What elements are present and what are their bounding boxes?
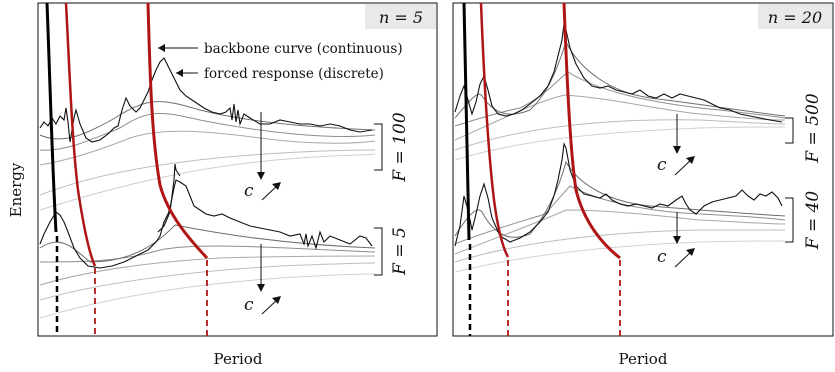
c-diag-arrow-bottom [261,298,279,315]
grey-curve [39,101,376,140]
c-arrowhead-top [257,172,265,180]
panel-left: n = 5 F = 100 F = 5 bac [37,2,438,368]
c-arrowhead-top [673,146,681,154]
panel-left-frame [37,2,438,337]
grey-curve [454,160,786,238]
c-label-top: c [244,181,254,201]
grey-curve [454,209,786,255]
grey-curve [454,229,785,263]
panel-right: n = 20 F = 500 F = 40 c [452,2,834,368]
c-label-top: c [657,155,667,175]
grey-curve [39,224,376,263]
c-label-bottom: c [657,247,667,267]
panel-right-frame [452,2,834,337]
c-arrowhead-bottom [257,284,265,292]
backbone-curve-red-1 [64,2,97,267]
y-axis-label: Energy [7,162,25,217]
arrowhead-backbone [158,44,165,52]
grey-curve [454,126,786,161]
backbone-curve-black [45,2,58,233]
grey-curve [39,153,376,211]
c-diag-arrowhead-bottom [272,296,281,304]
arrowhead-forced [176,69,183,77]
c-diag-arrowhead-top [272,182,281,190]
grey-curve [454,40,786,119]
backbone-curve-red-2 [146,2,209,260]
grey-curve [39,255,376,286]
c-diag-arrow-top [674,158,693,176]
c-diag-arrow-bottom [674,250,693,268]
c-arrowhead-bottom [673,236,681,244]
f-label-bottom: F = 40 [803,191,823,251]
grey-curve [39,130,376,166]
forced-response-lower [39,179,373,269]
grey-curve [454,240,786,273]
bracket-top [785,117,794,144]
grey-curve [39,273,376,319]
f-label-bottom: F = 5 [390,227,410,276]
backbone-curve-red-1 [479,2,510,258]
annotation-backbone: backbone curve (continuous) [204,41,403,57]
grey-curve [454,119,786,151]
grey-curve [39,245,376,263]
x-axis-label-left: Period [214,350,263,368]
c-label-bottom: c [244,295,254,315]
grey-curve [454,185,786,245]
panel-left-label-bg [365,4,436,29]
grey-curve [39,149,376,196]
f-label-top: F = 100 [390,112,410,182]
f-label-top: F = 500 [803,93,823,163]
bracket-bottom [785,197,794,243]
forced-response-lower-peak [157,163,181,233]
grey-curve [454,94,786,141]
panel-right-label: n = 20 [768,8,822,27]
panel-right-label-bg [758,4,832,29]
grey-curve [39,262,376,301]
panel-left-label: n = 5 [379,8,423,27]
forced-response-lower [454,142,783,247]
c-diag-arrowhead-bottom [686,248,695,256]
bracket-bottom [374,227,383,276]
backbone-curve-red-2 [562,2,621,260]
bracket-top [374,123,383,171]
annotation-forced: forced response (discrete) [204,66,384,82]
c-diag-arrow-top [261,184,279,201]
backbone-curve-black [462,2,471,241]
x-axis-label-right: Period [619,350,668,368]
forced-response-upper [454,23,783,123]
c-diag-arrowhead-top [686,156,695,164]
grey-curve [39,113,376,151]
